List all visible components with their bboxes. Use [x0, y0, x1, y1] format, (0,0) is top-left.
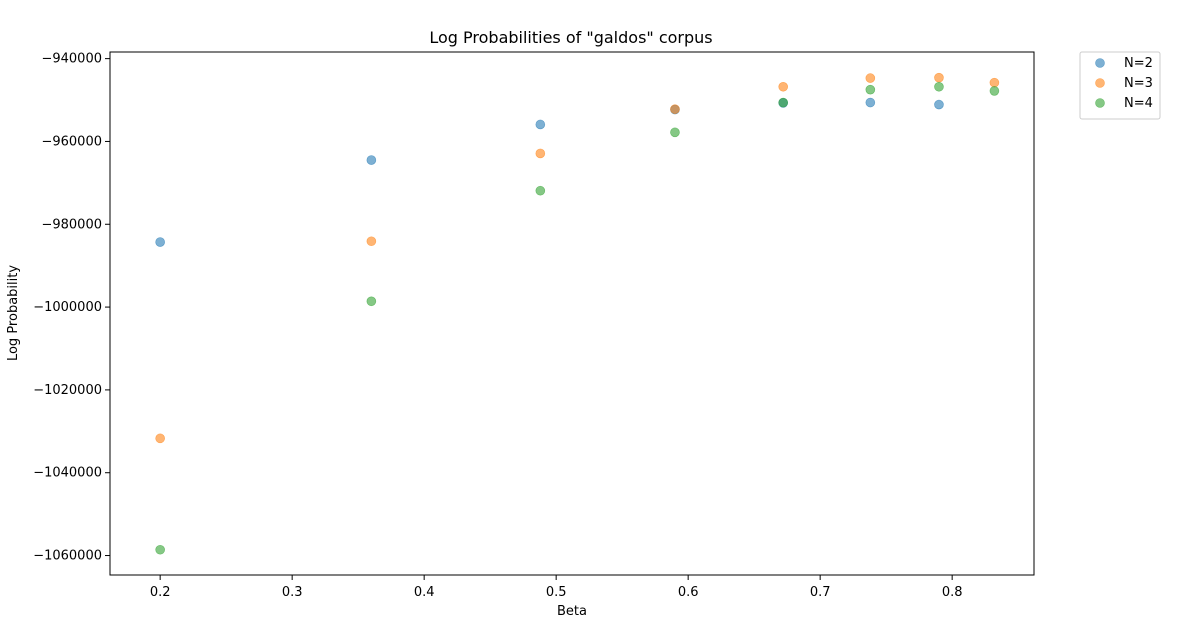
data-point	[366, 296, 377, 307]
data-point	[989, 86, 1000, 96]
x-tick-label: 0.6	[678, 585, 699, 600]
legend-items: N=2 N=3 N=4	[1095, 56, 1153, 111]
y-tick-label: −1000000	[33, 300, 102, 315]
data-point	[934, 81, 944, 92]
legend-marker	[1095, 98, 1105, 108]
legend-label: N=3	[1124, 76, 1153, 91]
data-point	[865, 73, 876, 83]
x-tick-label: 0.3	[282, 585, 303, 600]
x-tick-label: 0.7	[810, 585, 831, 600]
data-point	[366, 236, 377, 247]
data-point	[934, 72, 944, 83]
y-tick-label: −980000	[41, 217, 102, 232]
data-point	[155, 237, 165, 247]
data-point	[535, 148, 546, 159]
data-point	[865, 97, 876, 108]
points-layer	[155, 72, 1000, 555]
y-tick-label: −1060000	[33, 549, 102, 564]
data-point	[989, 77, 1000, 88]
data-point	[366, 155, 377, 165]
data-point	[535, 119, 546, 130]
legend: N=2 N=3 N=4	[1079, 51, 1161, 120]
y-tick-label: −960000	[41, 134, 102, 149]
legend-label: N=2	[1124, 56, 1153, 71]
data-point	[155, 433, 165, 444]
x-tick-label: 0.4	[414, 585, 435, 600]
legend-marker	[1095, 58, 1105, 68]
y-axis-label: Log Probability	[6, 265, 21, 361]
y-axis: −940000 −960000 −980000 −1000000 −1020000 −10…	[33, 52, 110, 564]
legend-label: N=4	[1124, 96, 1153, 111]
x-tick-label: 0.5	[546, 585, 567, 600]
legend-item: N=2	[1095, 56, 1153, 71]
data-point	[865, 84, 876, 95]
data-point	[670, 104, 680, 114]
data-point	[155, 544, 165, 555]
legend-item: N=3	[1095, 76, 1153, 91]
plot-area	[109, 51, 1035, 576]
x-tick-label: 0.2	[150, 585, 171, 600]
x-axis: 0.2 0.3 0.4 0.5 0.6 0.7 0.8	[150, 575, 963, 600]
x-tick-label: 0.8	[942, 585, 963, 600]
data-point	[934, 99, 944, 110]
data-point	[778, 97, 789, 108]
series-3	[155, 81, 1000, 555]
data-point	[778, 81, 789, 92]
data-point	[670, 127, 680, 138]
series-1	[155, 97, 944, 247]
data-point	[535, 185, 546, 196]
x-axis-label: Beta	[557, 604, 587, 619]
series-2	[155, 72, 1000, 444]
y-tick-label: −1040000	[33, 466, 102, 481]
y-tick-label: −940000	[41, 52, 102, 67]
y-tick-label: −1020000	[33, 383, 102, 398]
legend-marker	[1095, 78, 1105, 88]
legend-item: N=4	[1095, 96, 1153, 111]
chart-title: Log Probabilities of "galdos" corpus	[429, 28, 712, 47]
